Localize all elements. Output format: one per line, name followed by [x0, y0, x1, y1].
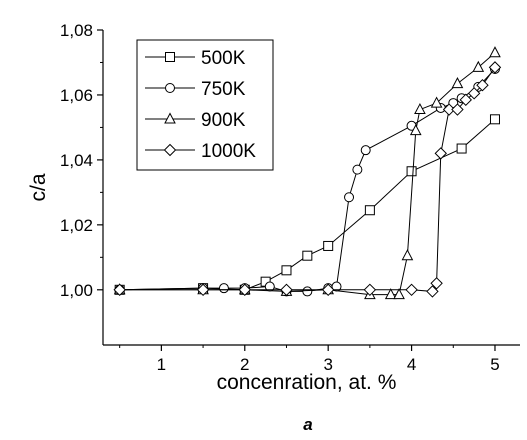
data-point	[451, 77, 464, 89]
series-1000k	[113, 61, 502, 298]
y-axis-ticks: 1,00 1,02 1,04 1,06 1,08	[60, 21, 103, 300]
data-point	[489, 114, 500, 125]
data-point	[352, 164, 363, 175]
data-point	[302, 286, 313, 297]
x-axis-title: concenration, at. %	[217, 371, 397, 394]
x-tick-label: 5	[490, 355, 499, 374]
legend-marker	[163, 143, 177, 157]
y-tick-label: 1,06	[60, 86, 93, 105]
legend-label: 750K	[201, 79, 246, 100]
x-tick-label: 1	[157, 355, 166, 374]
legend: 500K 750K 900K 1000K	[136, 39, 274, 171]
data-point	[442, 103, 456, 116]
data-point	[364, 205, 375, 216]
figure-caption: a	[303, 415, 312, 434]
legend-item: 500K	[145, 48, 246, 69]
legend-item: 750K	[145, 79, 246, 100]
data-point	[280, 283, 293, 297]
data-point	[302, 250, 313, 261]
x-tick-label: 2	[240, 355, 249, 374]
x-tick-label: 3	[323, 355, 332, 374]
data-point	[405, 283, 418, 297]
y-tick-label: 1,02	[60, 216, 93, 235]
data-point	[218, 283, 229, 294]
x-tick-label: 4	[407, 355, 416, 374]
data-point	[430, 277, 443, 290]
legend-label: 900K	[201, 110, 246, 131]
data-point	[281, 265, 292, 276]
data-point	[323, 240, 334, 251]
data-point	[401, 249, 414, 261]
data-point	[467, 87, 481, 100]
data-point	[488, 61, 502, 74]
data-point	[414, 102, 426, 115]
plot-frame	[102, 30, 520, 346]
legend-box	[136, 39, 274, 171]
data-point	[434, 147, 447, 160]
data-point	[113, 283, 126, 297]
legend-marker	[165, 83, 175, 93]
data-point	[456, 143, 467, 154]
data-point	[426, 285, 439, 298]
y-tick-label: 1,00	[60, 281, 93, 300]
legend-marker	[165, 52, 175, 62]
x-axis-ticks: 1 2 3 4 5	[119, 345, 500, 374]
data-point	[409, 124, 422, 136]
legend-item: 900K	[145, 110, 246, 131]
data-point	[196, 283, 210, 297]
data-point	[360, 145, 371, 156]
data-point	[489, 46, 501, 58]
series-layer	[113, 46, 502, 300]
legend-label: 1000K	[201, 141, 256, 162]
y-tick-label: 1,04	[60, 151, 93, 170]
data-point	[476, 78, 489, 92]
data-point	[393, 288, 405, 300]
data-point	[363, 283, 377, 297]
data-point	[406, 166, 417, 177]
y-tick-label: 1,08	[60, 21, 93, 40]
data-point	[451, 103, 464, 116]
legend-marker	[164, 112, 176, 124]
y-axis-title: c/a	[27, 173, 50, 201]
data-point	[459, 93, 472, 107]
legend-item: 1000K	[145, 141, 256, 162]
data-point	[430, 96, 443, 108]
data-point	[321, 283, 335, 297]
data-point	[384, 288, 397, 300]
data-point	[472, 60, 485, 72]
data-point	[344, 192, 355, 203]
legend-label: 500K	[201, 48, 246, 69]
data-point	[238, 283, 251, 297]
